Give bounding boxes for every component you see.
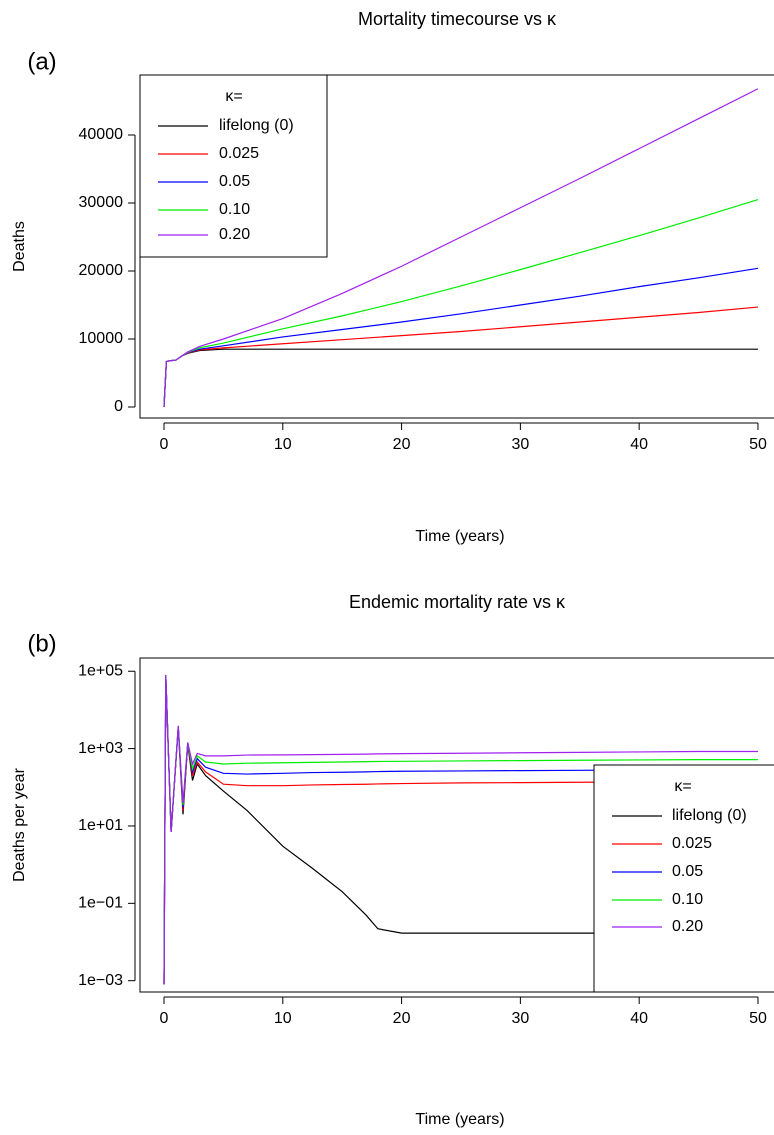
legend-label: 0.025 [219,145,259,162]
chart-title: Mortality timecourse vs κ [358,9,557,29]
y-tick-label: 1e+03 [78,740,123,757]
legend-label: 0.10 [672,891,703,908]
y-tick-label: 30000 [79,194,124,211]
x-tick-label: 0 [160,1010,169,1027]
y-tick-label: 40000 [79,126,124,143]
y-tick-label: 1e+01 [78,817,123,834]
legend-label: 0.20 [672,918,703,935]
x-tick-label: 50 [749,1010,767,1027]
y-tick-label: 1e+05 [78,662,123,679]
panel-label: (b) [27,630,56,657]
series-line [163,267,759,408]
plot-frame [139,657,774,993]
series-line [163,348,758,408]
legend-label: 0.10 [219,201,250,218]
legend-label: 0.05 [219,173,250,190]
chart-title: Endemic mortality rate vs κ [349,592,566,612]
x-tick-label: 20 [393,436,411,453]
legend-label: 0.025 [672,835,712,852]
x-tick-label: 50 [749,436,767,453]
y-tick-label: 1e−03 [78,972,123,989]
legend-title: κ= [674,778,691,795]
plot-area [163,88,759,408]
legend-label: 0.05 [672,863,703,880]
legend-title: κ= [225,88,242,105]
y-axis-label: Deaths [11,221,28,272]
x-tick-label: 10 [274,1010,292,1027]
x-tick-label: 40 [630,1010,648,1027]
x-tick-label: 40 [630,436,648,453]
series-line [163,88,759,408]
x-axis-label: Time (years) [415,1111,504,1128]
plot-area [163,674,758,985]
x-tick-label: 30 [511,1010,529,1027]
y-tick-label: 10000 [79,330,124,347]
legend-label: lifelong (0) [219,117,294,134]
x-tick-label: 10 [274,436,292,453]
legend-label: lifelong (0) [672,807,747,824]
x-tick-label: 0 [160,436,169,453]
legend-label: 0.20 [219,226,250,243]
series-line [163,306,759,408]
y-axis-label: Deaths per year [11,767,28,882]
x-tick-label: 20 [393,1010,411,1027]
x-axis-label: Time (years) [415,528,504,545]
y-tick-label: 1e−01 [78,895,123,912]
panel-label: (a) [27,48,56,75]
y-tick-label: 20000 [79,262,124,279]
series-line [163,674,758,985]
y-tick-label: 0 [114,398,123,415]
x-tick-label: 30 [511,436,529,453]
legend-box [593,764,774,993]
legend-box [139,74,328,258]
